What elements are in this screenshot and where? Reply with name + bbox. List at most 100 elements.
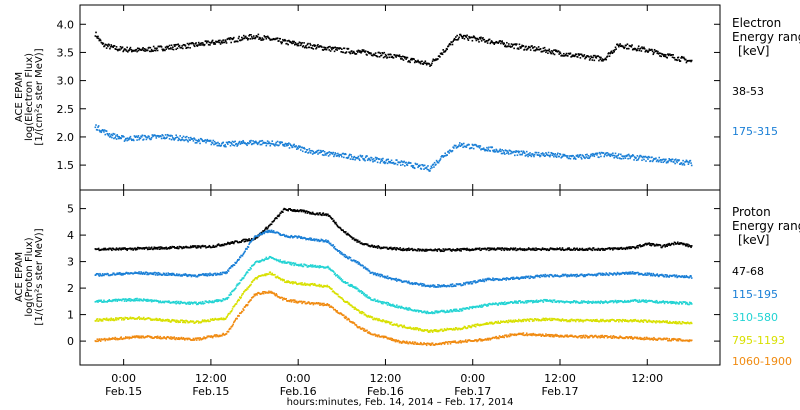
data-point (643, 47, 646, 50)
data-point (608, 247, 611, 249)
data-point (227, 143, 229, 145)
data-point (470, 306, 473, 308)
data-point (486, 277, 489, 280)
data-point (157, 135, 160, 137)
data-point (115, 135, 117, 137)
data-point (620, 273, 623, 275)
data-point (229, 243, 231, 245)
data-point (498, 279, 500, 282)
data-point (527, 275, 530, 278)
data-point (663, 158, 665, 161)
data-point (431, 166, 433, 169)
data-point (623, 47, 625, 50)
data-point (313, 239, 316, 242)
data-point (229, 141, 231, 144)
data-point (324, 46, 327, 49)
data-point (461, 37, 464, 39)
data-point (559, 153, 562, 156)
data-point (248, 238, 250, 240)
data-point (551, 51, 554, 53)
data-point (559, 51, 561, 53)
data-point (211, 273, 213, 276)
data-point (196, 275, 199, 278)
data-point (216, 272, 219, 275)
data-point (661, 158, 664, 161)
data-point (549, 299, 551, 301)
data-point (225, 40, 227, 43)
data-point (395, 56, 397, 58)
data-point (172, 138, 175, 140)
data-point (678, 159, 680, 161)
data-point (279, 233, 282, 235)
data-point (629, 157, 631, 160)
data-point (604, 153, 607, 155)
data-point (374, 156, 377, 159)
data-point (213, 41, 216, 44)
data-point (454, 38, 456, 41)
data-point (525, 249, 528, 251)
data-point (440, 53, 443, 55)
data-point (543, 46, 546, 49)
data-point (333, 46, 335, 49)
data-point (246, 248, 248, 250)
data-point (386, 246, 388, 249)
data-point (103, 129, 106, 131)
data-point (508, 153, 510, 155)
data-point (166, 136, 168, 139)
data-point (341, 252, 343, 254)
data-point (258, 140, 261, 143)
data-point (552, 152, 555, 155)
data-point (184, 320, 186, 322)
data-point (636, 49, 639, 51)
data-point (113, 137, 115, 140)
data-point (545, 275, 547, 278)
data-point (148, 46, 150, 49)
data-point (612, 154, 615, 157)
data-point (332, 270, 335, 273)
data-point (182, 321, 184, 324)
data-point (238, 299, 240, 302)
data-point (602, 302, 604, 305)
data-point (213, 319, 215, 321)
data-point (548, 154, 551, 157)
data-point (110, 44, 113, 46)
data-point (349, 256, 352, 259)
data-point (622, 46, 625, 48)
data-point (246, 271, 249, 274)
data-point (207, 301, 210, 304)
data-point (172, 301, 174, 304)
data-point (142, 138, 145, 141)
data-point (123, 298, 125, 300)
data-point (624, 157, 627, 159)
data-point (614, 49, 616, 51)
data-point (433, 312, 436, 315)
data-point (649, 160, 652, 162)
data-point (655, 50, 658, 52)
data-point (545, 153, 548, 155)
data-point (380, 160, 382, 162)
data-point (243, 240, 246, 243)
data-point (350, 50, 353, 52)
data-point (346, 233, 348, 236)
data-point (516, 301, 519, 303)
data-point (243, 290, 246, 293)
data-point (164, 274, 167, 276)
data-point (455, 285, 457, 287)
data-point (237, 142, 240, 145)
data-point (519, 153, 522, 156)
data-point (197, 273, 200, 276)
data-point (99, 39, 102, 42)
data-point (394, 279, 397, 281)
data-point (667, 53, 669, 55)
data-point (643, 273, 646, 276)
data-point (662, 300, 665, 302)
data-point (616, 155, 618, 157)
data-point (109, 136, 111, 138)
data-point (308, 148, 311, 150)
data-point (250, 139, 252, 142)
data-point (129, 137, 131, 139)
data-point (231, 265, 234, 268)
data-point (579, 57, 582, 59)
data-point (458, 248, 460, 251)
data-point (669, 244, 672, 247)
